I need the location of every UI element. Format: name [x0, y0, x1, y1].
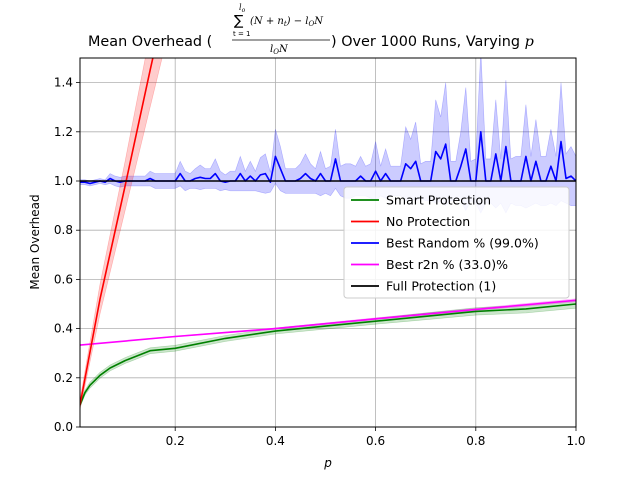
title-sum-symbol: ∑: [234, 13, 244, 29]
title-sum-upper: lo: [239, 3, 246, 14]
y-tick-label: 0.6: [54, 272, 73, 286]
x-tick-label: 0.2: [166, 434, 185, 448]
x-tick-label: 1.0: [566, 434, 585, 448]
legend-label-best-r2n-33-0: Best r2n % (33.0)%: [386, 257, 508, 272]
no-protection-band: [80, 58, 163, 410]
title-suffix: ) Over 1000 Runs, Varying p: [331, 34, 534, 50]
legend-label-no-protection: No Protection: [386, 214, 470, 229]
y-tick-label: 1.2: [54, 125, 73, 139]
x-axis-label: p: [323, 456, 332, 470]
legend-items: Smart Protection No Protection Best Random…: [351, 193, 539, 294]
y-tick-label: 0.4: [54, 322, 73, 336]
smart-protection-line: [80, 303, 576, 406]
chart-title: Mean Overhead ( lo ∑ t = 1 (N + nt) − lO…: [88, 3, 534, 56]
x-tick-label: 0.4: [266, 434, 285, 448]
y-tick-label: 0.8: [54, 223, 73, 237]
no-protection-line: [80, 58, 154, 406]
title-prefix: Mean Overhead (: [88, 34, 212, 50]
legend-label-full-protection-1: Full Protection (1): [386, 279, 496, 294]
y-tick-label: 0.0: [54, 420, 73, 434]
y-tick-label: 0.2: [54, 371, 73, 385]
title-fraction: lo ∑ t = 1 (N + nt) − lON lON: [232, 3, 330, 56]
y-tick-label: 1.4: [54, 76, 73, 90]
y-axis-ticks: 0.0 0.2 0.4 0.6 0.8 1.0 1.2 1.4: [54, 76, 80, 434]
smart-protection-band: [80, 299, 576, 408]
x-tick-label: 0.8: [466, 434, 485, 448]
x-axis-ticks: 0.2 0.4 0.6 0.8 1.0: [166, 427, 586, 448]
legend-box: [343, 186, 570, 299]
legend-label-smart-protection: Smart Protection: [386, 193, 491, 208]
y-tick-label: 1.0: [54, 174, 73, 188]
series-lines: [80, 58, 576, 406]
best-r2n-33-0-line: [80, 299, 576, 346]
title-sum-lower: t = 1: [233, 30, 251, 38]
x-tick-label: 0.6: [366, 434, 385, 448]
plot-frame: [79, 57, 577, 428]
best-random-99-0-band: [80, 58, 576, 214]
title-numerator: (N + nt) − lON: [250, 16, 324, 28]
legend-label-best-random-99-0: Best Random % (99.0%): [386, 236, 539, 251]
legend: Smart Protection No Protection Best Random…: [343, 186, 570, 299]
y-axis-label: Mean Overhead: [28, 194, 42, 289]
title-denominator: lON: [270, 44, 289, 56]
